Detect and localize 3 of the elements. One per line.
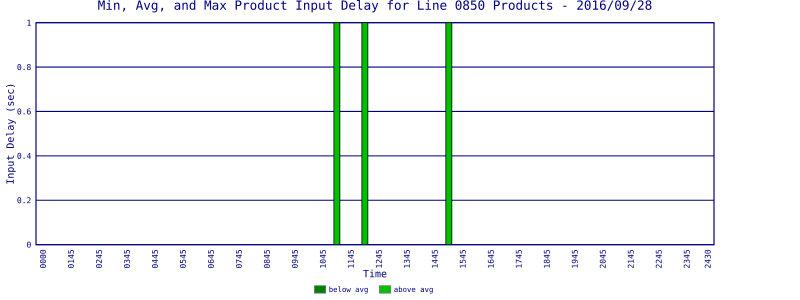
y-axis-title: Input Delay (sec) bbox=[6, 84, 16, 184]
x-axis-title: Time bbox=[363, 270, 386, 278]
chart-title: Min, Avg, and Max Product Input Delay for Line 0850 Products - 2016/09/28 bbox=[98, 0, 652, 12]
